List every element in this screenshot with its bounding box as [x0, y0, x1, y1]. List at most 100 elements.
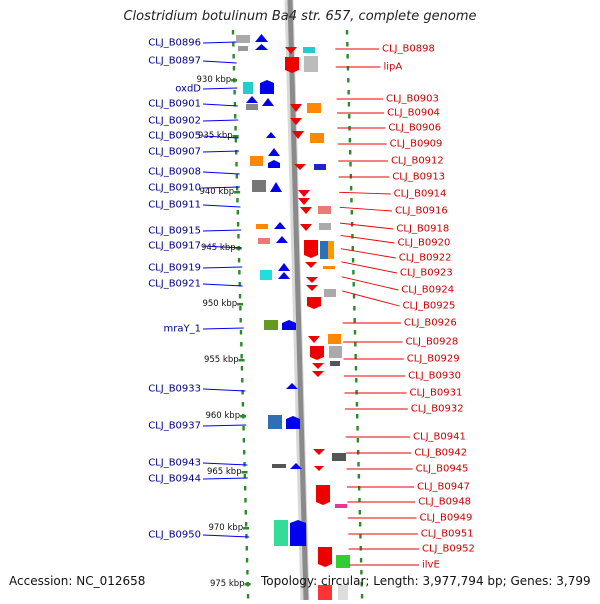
gene-label-reverse[interactable]: CLJ_B0932	[410, 403, 464, 415]
gene-label-reverse[interactable]: CLJ_B0951	[420, 528, 474, 540]
kbp-label: 940 kbp	[199, 187, 235, 197]
gene-label-reverse[interactable]: CLJ_B0916	[394, 205, 448, 217]
reverse-gene-arrow	[290, 118, 302, 125]
gene-label-forward[interactable]: CLJ_B0901	[148, 98, 201, 110]
forward-gene-block	[260, 80, 274, 94]
gene-label-reverse[interactable]: CLJ_B0922	[398, 252, 452, 264]
gene-label-reverse[interactable]: CLJ_B0945	[415, 463, 469, 475]
gene-label-reverse[interactable]: CLJ_B0914	[393, 188, 447, 200]
reverse-gene-arrow	[290, 104, 302, 112]
gene-label-forward[interactable]: CLJ_B0921	[148, 278, 201, 290]
gene-label-forward[interactable]: CLJ_B0917	[148, 240, 201, 252]
gene-label-forward[interactable]: CLJ_B0910	[148, 182, 201, 194]
forward-gene-block	[282, 320, 296, 330]
scale-dot	[351, 258, 355, 263]
feature-box	[318, 206, 331, 214]
gene-label-reverse[interactable]: CLJ_B0906	[388, 122, 442, 134]
gene-label-reverse[interactable]: CLJ_B0903	[386, 93, 439, 105]
gene-label-reverse[interactable]: CLJ_B0925	[402, 300, 456, 312]
forward-gene-arrow	[274, 222, 286, 229]
gene-label-reverse[interactable]: CLJ_B0928	[405, 336, 459, 348]
gene-label-reverse[interactable]: CLJ_B0923	[399, 267, 453, 279]
gene-label-forward[interactable]: CLJ_B0933	[148, 383, 201, 395]
scale-dot	[245, 558, 249, 563]
scale-dot	[234, 138, 238, 143]
feature-box	[303, 47, 315, 53]
forward-leader-line	[202, 186, 241, 189]
scale-dot	[238, 282, 241, 287]
forward-leader-line	[202, 424, 247, 427]
scale-dot	[245, 546, 248, 551]
feature-box	[307, 103, 321, 113]
kbp-tick	[234, 191, 241, 194]
reverse-gene-arrow	[292, 131, 304, 139]
gene-label-reverse[interactable]: CLJ_B0931	[409, 387, 463, 399]
forward-leader-line	[202, 283, 243, 287]
forward-gene-arrow	[255, 34, 268, 42]
gene-label-reverse[interactable]: ilvE	[422, 559, 440, 571]
scale-dot	[355, 378, 358, 383]
gene-label-reverse[interactable]: CLJ_B0930	[408, 370, 461, 382]
forward-leader-line	[202, 171, 240, 175]
gene-label-reverse[interactable]: CLJ_B0929	[406, 353, 460, 365]
scale-dot	[238, 294, 242, 299]
reverse-leader-line	[341, 276, 399, 291]
gene-label-forward[interactable]: CLJ_B0919	[148, 262, 201, 274]
gene-label-reverse[interactable]: CLJ_B0941	[413, 431, 466, 443]
gene-label-reverse[interactable]: CLJ_B0918	[396, 223, 450, 235]
gene-label-reverse[interactable]: lipA	[383, 61, 403, 73]
scale-dot	[357, 450, 360, 455]
scale-dot	[349, 162, 352, 167]
scale-dot	[352, 294, 356, 299]
gene-label-reverse[interactable]: CLJ_B0909	[389, 138, 443, 150]
gene-label-reverse[interactable]: CLJ_B0920	[397, 237, 451, 249]
scale-dot	[350, 210, 353, 215]
gene-label-forward[interactable]: CLJ_B0908	[148, 166, 201, 178]
reverse-leader-line	[341, 261, 398, 274]
gene-label-reverse[interactable]: CLJ_B0912	[390, 155, 444, 167]
gene-label-forward[interactable]: CLJ_B0937	[148, 420, 201, 432]
gene-label-forward[interactable]: mraY_1	[163, 323, 201, 335]
feature-box	[243, 82, 253, 94]
forward-leader-line	[202, 135, 239, 139]
gene-label-forward[interactable]: CLJ_B0896	[148, 37, 201, 49]
scale-dot	[354, 354, 357, 359]
feature-box	[260, 270, 272, 280]
gene-label-forward[interactable]: CLJ_B0902	[148, 115, 201, 127]
reverse-gene-arrow	[306, 285, 318, 291]
gene-label-forward[interactable]: CLJ_B0907	[148, 146, 201, 158]
gene-label-reverse[interactable]: CLJ_B0924	[401, 284, 455, 296]
gene-label-reverse[interactable]: CLJ_B0942	[414, 447, 468, 459]
gene-label-reverse[interactable]: CLJ_B0926	[403, 317, 457, 329]
gene-label-reverse[interactable]: CLJ_B0949	[419, 512, 473, 524]
gene-label-reverse[interactable]: CLJ_B0947	[417, 481, 470, 493]
feature-box	[328, 334, 341, 344]
gene-label-reverse[interactable]: CLJ_B0913	[392, 171, 446, 183]
gene-label-reverse[interactable]: CLJ_B0952	[422, 543, 475, 555]
gene-label-reverse[interactable]: CLJ_B0904	[387, 107, 440, 119]
scale-dot	[354, 366, 358, 371]
reverse-gene-arrow	[312, 363, 324, 369]
gene-label-forward[interactable]: CLJ_B0905	[148, 130, 201, 142]
reverse-leader-line	[339, 191, 391, 195]
gene-label-forward[interactable]: CLJ_B0950	[148, 529, 201, 541]
scale-dot	[346, 54, 349, 59]
kbp-tick	[232, 135, 239, 138]
gene-label-forward[interactable]: CLJ_B0944	[148, 473, 201, 485]
gene-label-reverse[interactable]: CLJ_B0948	[418, 496, 472, 508]
topology-text: Topology: circular; Length: 3,977,794 bp…	[261, 574, 591, 588]
scale-dot	[360, 570, 363, 575]
gene-label-forward[interactable]: CLJ_B0943	[148, 457, 201, 469]
gene-label-forward[interactable]: oxdD	[175, 83, 201, 95]
scale-dot	[348, 138, 352, 143]
gene-label-forward[interactable]: CLJ_B0897	[148, 55, 201, 67]
feature-box	[332, 453, 346, 461]
gene-label-forward[interactable]: CLJ_B0911	[148, 199, 201, 211]
forward-leader-line	[202, 150, 240, 153]
scale-dot	[239, 318, 242, 323]
feature-box	[264, 320, 278, 330]
feature-box	[314, 164, 326, 170]
gene-label-forward[interactable]: CLJ_B0915	[148, 225, 201, 237]
gene-label-reverse[interactable]: CLJ_B0898	[382, 43, 435, 55]
scale-dot	[358, 498, 361, 503]
